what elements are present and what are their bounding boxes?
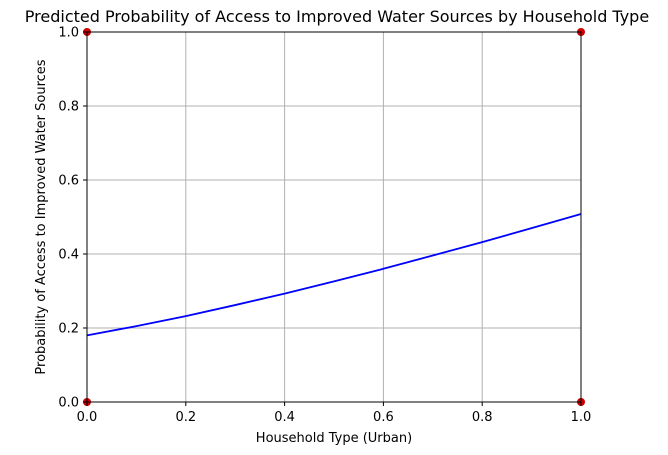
y-tick-label: 1.0 (58, 26, 79, 41)
series-layer (83, 28, 585, 406)
y-tick-label: 0.0 (58, 396, 79, 411)
grid (86, 31, 582, 403)
chart-title: Predicted Probability of Access to Impro… (25, 7, 649, 26)
y-tick-label: 0.2 (58, 322, 79, 337)
x-tick-label: 1.0 (571, 410, 592, 425)
x-tick-label: 0.6 (373, 410, 394, 425)
y-tick-label: 0.6 (58, 174, 79, 189)
ticks: 0.0 0.2 0.4 0.6 0.8 1.0 0.0 0.2 0.4 0.6 0.8 1.0 (58, 26, 591, 426)
x-tick-label: 0.2 (175, 410, 196, 425)
y-tick-label: 0.4 (58, 248, 79, 263)
plot-frame (86, 31, 582, 403)
y-tick-label: 0.8 (58, 100, 79, 115)
x-tick-label: 0.0 (77, 410, 98, 425)
series-line (86, 213, 582, 337)
x-tick-label: 0.4 (274, 410, 295, 425)
x-tick-label: 0.8 (472, 410, 493, 425)
x-axis-label: Household Type (Urban) (256, 431, 412, 446)
y-axis-label: Probability of Access to Improved Water … (34, 59, 49, 374)
